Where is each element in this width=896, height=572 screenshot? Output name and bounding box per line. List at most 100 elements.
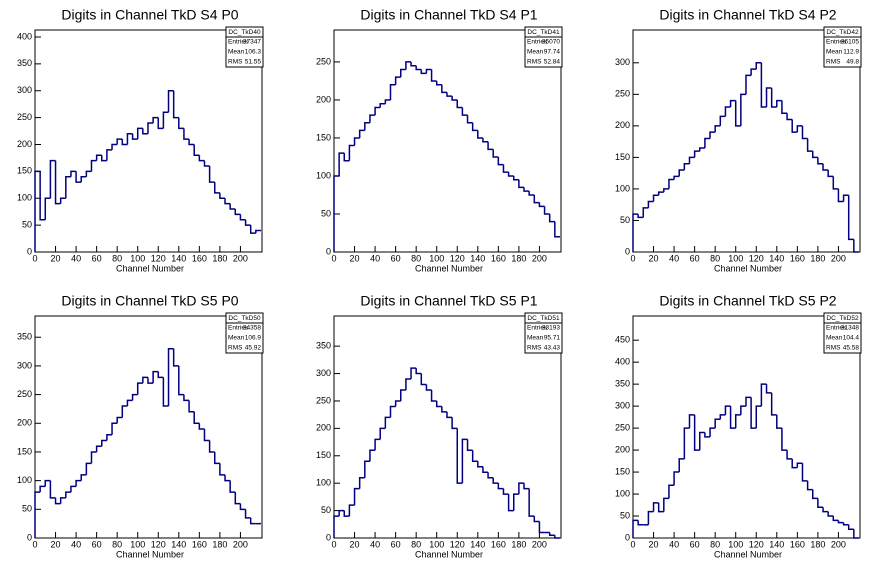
histogram-bin bbox=[121, 139, 128, 146]
y-tick-label: 0 bbox=[27, 532, 32, 542]
x-tick-label: 200 bbox=[532, 253, 547, 263]
histogram-bin bbox=[724, 405, 731, 415]
histogram-bin bbox=[70, 485, 77, 493]
histogram-bin bbox=[528, 191, 535, 196]
histogram-bin bbox=[353, 487, 360, 506]
histogram-bin bbox=[369, 114, 376, 123]
x-tick-label: 120 bbox=[450, 253, 465, 263]
stats-name: DC_TkD42 bbox=[826, 29, 859, 36]
y-tick-label: 0 bbox=[326, 246, 331, 256]
histogram-bin bbox=[420, 373, 427, 386]
stats-name: DC_TkD41 bbox=[527, 29, 560, 36]
histogram-bin bbox=[394, 400, 401, 407]
stats-value: 45.58 bbox=[843, 345, 860, 352]
histogram-bin bbox=[471, 450, 478, 463]
histogram-bin bbox=[157, 371, 164, 379]
histogram-bin bbox=[827, 511, 834, 517]
x-tick-label: 140 bbox=[171, 539, 186, 549]
x-axis-label: Channel Number bbox=[714, 549, 782, 559]
x-tick-label: 0 bbox=[630, 539, 635, 549]
x-tick-label: 40 bbox=[370, 539, 380, 549]
chart-title: Digits in Channel TkD S4 P2 bbox=[659, 7, 836, 23]
histogram-bin bbox=[162, 377, 169, 407]
histogram-bin bbox=[477, 461, 483, 468]
stats-value: 45.92 bbox=[245, 345, 262, 352]
histogram-bin bbox=[441, 84, 447, 94]
histogram-bin bbox=[430, 69, 437, 82]
histogram-bin bbox=[487, 141, 494, 151]
histogram-bin bbox=[482, 137, 489, 143]
y-tick-label: 200 bbox=[17, 139, 32, 149]
histogram-bin bbox=[668, 178, 675, 189]
histogram-bin bbox=[745, 74, 752, 95]
x-tick-label: 120 bbox=[749, 253, 764, 263]
stats-value: 106.3 bbox=[245, 49, 262, 56]
histogram-bin bbox=[249, 517, 256, 525]
y-tick-label: 250 bbox=[615, 422, 630, 432]
x-tick-label: 20 bbox=[51, 253, 61, 263]
histogram-bin bbox=[657, 502, 664, 513]
histogram-bin bbox=[832, 516, 839, 522]
x-tick-label: 80 bbox=[112, 253, 122, 263]
histogram-bin bbox=[441, 406, 447, 413]
histogram-bin bbox=[693, 414, 700, 451]
y-tick-label: 400 bbox=[615, 357, 630, 367]
y-tick-label: 400 bbox=[17, 31, 32, 41]
y-tick-label: 200 bbox=[615, 120, 630, 130]
y-tick-label: 150 bbox=[316, 450, 331, 460]
histogram-bin bbox=[652, 194, 659, 202]
histogram-bin bbox=[193, 411, 200, 425]
histogram-bin bbox=[224, 198, 231, 205]
stats-label: Mean bbox=[826, 335, 843, 342]
stats-label: RMS bbox=[527, 345, 542, 352]
stats-value: 104.4 bbox=[843, 335, 860, 342]
x-tick-label: 120 bbox=[450, 539, 465, 549]
x-tick-label: 100 bbox=[728, 253, 743, 263]
histogram-bin bbox=[801, 463, 808, 482]
plot-frame bbox=[632, 315, 861, 539]
histogram-bin bbox=[198, 423, 205, 430]
histogram-bin bbox=[466, 115, 473, 124]
stats-label: Mean bbox=[228, 49, 245, 56]
histogram-bin bbox=[167, 89, 174, 113]
histogram-bin bbox=[719, 115, 726, 126]
x-tick-label: 180 bbox=[212, 253, 227, 263]
histogram-bin bbox=[65, 491, 71, 498]
histogram-bin bbox=[425, 68, 432, 74]
histogram-bin bbox=[528, 488, 535, 517]
histogram-bin bbox=[853, 239, 859, 253]
histogram-bin bbox=[801, 125, 808, 140]
y-tick-label: 100 bbox=[615, 488, 630, 498]
histogram-bin bbox=[750, 397, 757, 429]
histogram-bin bbox=[65, 175, 71, 199]
y-tick-label: 50 bbox=[321, 505, 331, 515]
histogram-bin bbox=[167, 347, 174, 407]
histogram-bin bbox=[497, 483, 504, 490]
stats-value: 52.84 bbox=[544, 59, 561, 66]
histogram-bin bbox=[49, 480, 56, 499]
plot-frame bbox=[34, 29, 263, 253]
histogram-bin bbox=[812, 489, 818, 500]
histogram-bin bbox=[709, 131, 716, 139]
y-tick-label: 50 bbox=[620, 215, 630, 225]
y-tick-label: 350 bbox=[615, 379, 630, 389]
y-tick-label: 50 bbox=[22, 504, 32, 514]
histogram-bin bbox=[369, 449, 376, 462]
x-tick-label: 140 bbox=[171, 253, 186, 263]
y-tick-label: 150 bbox=[316, 132, 331, 142]
histogram-bin bbox=[786, 113, 793, 121]
x-tick-label: 60 bbox=[391, 539, 401, 549]
histogram-bin bbox=[647, 510, 654, 525]
stats-label: Mean bbox=[228, 335, 245, 342]
histogram-bin bbox=[116, 416, 123, 424]
histogram-bin bbox=[75, 479, 82, 487]
stats-box bbox=[524, 26, 563, 68]
x-tick-label: 80 bbox=[710, 539, 720, 549]
histogram-bin bbox=[353, 137, 360, 146]
x-tick-label: 0 bbox=[331, 539, 336, 549]
stats-label: RMS bbox=[826, 345, 841, 352]
y-tick-label: 0 bbox=[625, 532, 630, 542]
histogram-bin bbox=[673, 175, 680, 180]
histogram-bin bbox=[106, 433, 113, 441]
histogram-bin bbox=[637, 214, 644, 219]
